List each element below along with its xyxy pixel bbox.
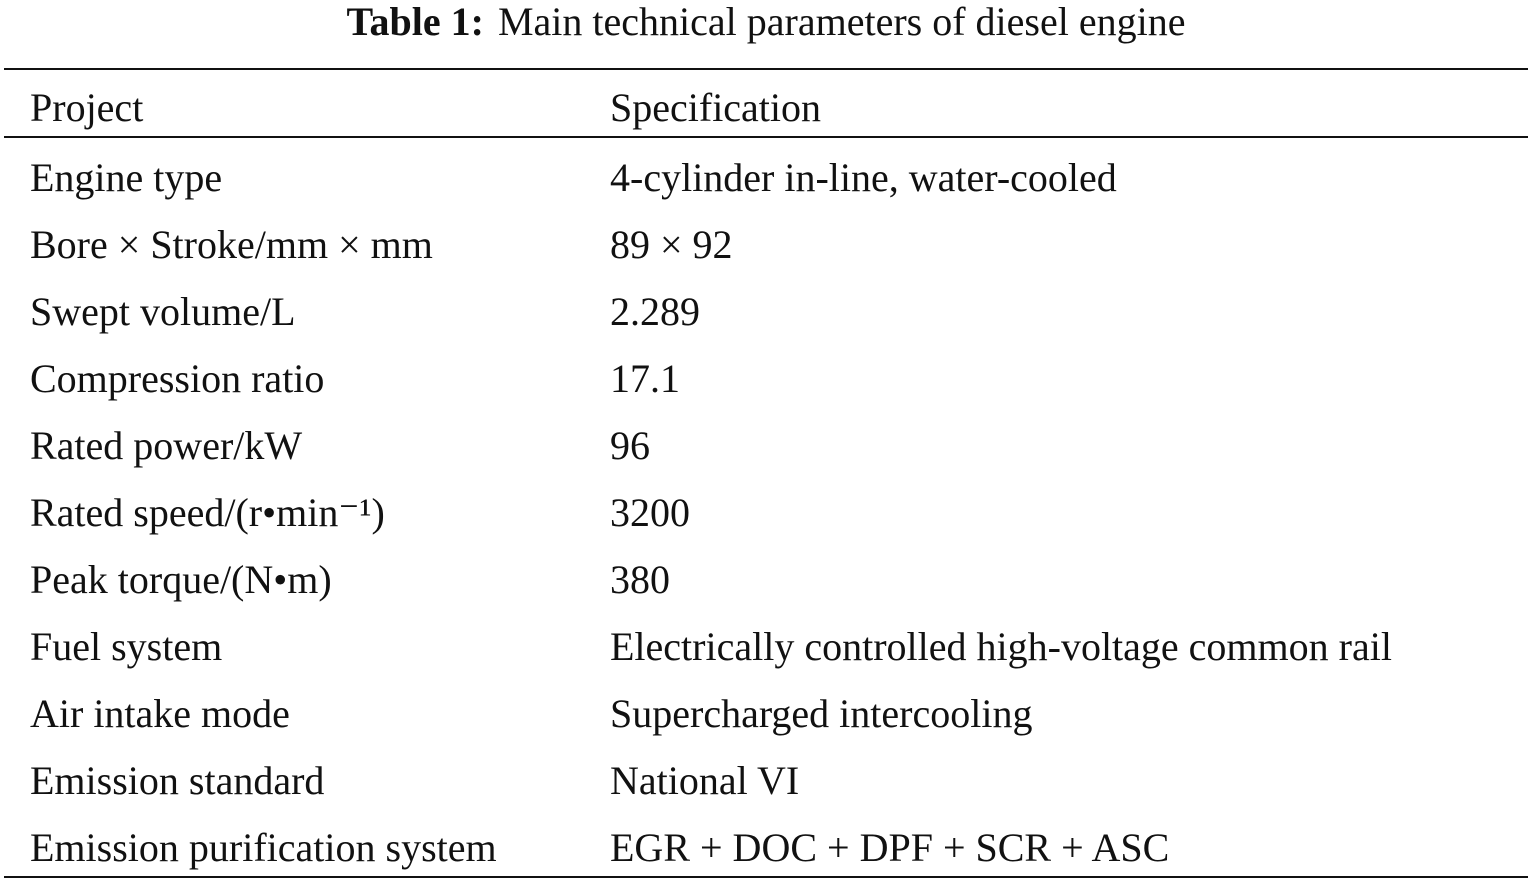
table-row: Swept volume/L 2.289	[0, 278, 1532, 345]
row-label: Emission standard	[30, 758, 325, 803]
header-rule	[4, 136, 1528, 138]
caption-label: Table 1:	[346, 0, 484, 44]
table-row: Engine type 4-cylinder in-line, water-coo…	[0, 144, 1532, 211]
table-row: Air intake mode Supercharged intercooling	[0, 680, 1532, 747]
row-value: Specification	[610, 85, 822, 130]
row-label: Bore × Stroke/mm × mm	[30, 222, 433, 267]
table-row: Fuel system Electrically controlled high-…	[0, 613, 1532, 680]
table-row: Peak torque/(N•m) 380	[0, 546, 1532, 613]
row-value: National VI	[610, 758, 800, 803]
caption-title: Main technical parameters of diesel engi…	[497, 0, 1186, 44]
header-row: Project Specification	[0, 74, 1532, 141]
row-value: Supercharged intercooling	[610, 691, 1033, 736]
table-row: Bore × Stroke/mm × mm 89 × 92	[0, 211, 1532, 278]
row-label: Fuel system	[30, 624, 223, 669]
row-label: Peak torque/(N•m)	[30, 557, 332, 602]
table-row: Rated power/kW 96	[0, 412, 1532, 479]
row-value: 89 × 92	[610, 222, 733, 267]
table-row: Compression ratio 17.1	[0, 345, 1532, 412]
top-rule	[4, 68, 1528, 70]
table-row: Emission standard National VI	[0, 747, 1532, 814]
row-value: 96	[610, 423, 650, 468]
table-row: Emission purification system EGR + DOC + …	[0, 814, 1532, 881]
table-caption: Table 1: Main technical parameters of die…	[0, 0, 1532, 44]
row-value: EGR + DOC + DPF + SCR + ASC	[610, 825, 1170, 870]
row-label: Rated power/kW	[30, 423, 303, 468]
row-label: Air intake mode	[30, 691, 290, 736]
row-value: Electrically controlled high-voltage com…	[610, 624, 1392, 669]
row-label: Swept volume/L	[30, 289, 296, 334]
row-label: Rated speed/(r•min⁻¹)	[30, 490, 385, 535]
row-label: Compression ratio	[30, 356, 325, 401]
row-value: 380	[610, 557, 670, 602]
row-value: 2.289	[610, 289, 700, 334]
table-row: Rated speed/(r•min⁻¹) 3200	[0, 479, 1532, 546]
bottom-rule	[4, 876, 1528, 878]
row-value: 3200	[610, 490, 690, 535]
row-label: Emission purification system	[30, 825, 497, 870]
row-value: 4-cylinder in-line, water-cooled	[610, 155, 1117, 200]
row-label: Engine type	[30, 155, 223, 200]
row-label: Project	[30, 85, 144, 130]
row-value: 17.1	[610, 356, 680, 401]
